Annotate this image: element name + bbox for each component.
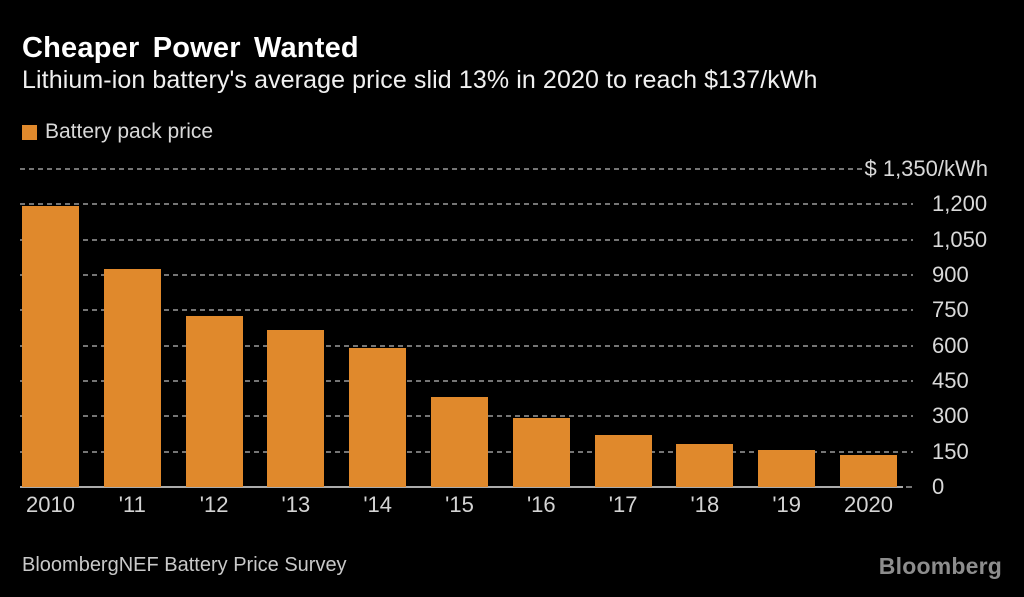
zero-tick	[906, 486, 912, 488]
x-axis-label-16: '16	[526, 492, 556, 517]
bar-11	[103, 269, 161, 487]
bar-15	[431, 396, 488, 487]
gridline-1350	[20, 168, 862, 170]
y-axis-label-900: 900	[932, 262, 969, 287]
x-axis-label-14: '14	[363, 492, 393, 517]
y-axis-label-150: 150	[932, 438, 969, 464]
y-axis-label-750: 750	[932, 297, 969, 323]
bar-17	[594, 434, 652, 487]
x-axis-label-13: '13	[281, 492, 311, 517]
y-axis-label-1050: 1,050	[932, 226, 988, 252]
gridline-1200	[20, 203, 913, 206]
x-axis-label-2010: 2010	[26, 492, 75, 517]
y-axis-label-600: 600	[932, 332, 969, 358]
source-credit: BloombergNEF Battery Price Survey	[22, 554, 347, 576]
legend-label: Battery pack price	[45, 120, 214, 143]
y-axis-label-300: 300	[932, 403, 969, 429]
x-axis-label-15: '15	[445, 492, 474, 517]
bar-2020	[840, 454, 897, 487]
x-axis-label-11: '11	[118, 492, 146, 517]
legend-swatch-icon	[22, 124, 37, 140]
y-axis-label-0: 0	[932, 474, 945, 499]
gridline-1050	[20, 238, 913, 241]
x-axis-label-17: '17	[608, 492, 638, 517]
x-axis-baseline	[20, 486, 903, 488]
y-axis-label-450: 450	[932, 368, 969, 393]
bar-18	[676, 444, 734, 487]
chart-subtitle: Lithium-ion battery's average price slid…	[22, 66, 818, 94]
bar-14	[349, 347, 407, 487]
gridline-900	[20, 274, 913, 276]
bar-16	[512, 417, 570, 487]
bar-12	[185, 315, 243, 487]
x-axis-label-12: '12	[199, 492, 229, 517]
y-axis-label-1350: $ 1,350/kWh	[864, 156, 988, 181]
chart-legend: Battery pack price	[22, 120, 214, 143]
y-axis-label-1200: 1,200	[932, 191, 988, 217]
x-axis-label-19: '19	[772, 492, 802, 517]
bar-2010	[22, 206, 79, 487]
x-axis-label-2020: 2020	[844, 492, 893, 517]
gridline-450	[20, 380, 913, 382]
gridline-600	[20, 344, 913, 347]
x-axis-label-18: '18	[690, 492, 720, 517]
gridline-750	[20, 309, 913, 312]
bar-19	[758, 450, 816, 487]
bar-13	[267, 329, 325, 487]
bloomberg-logo: Bloomberg	[878, 553, 1002, 579]
chart-title: Cheaper Power Wanted	[22, 32, 359, 64]
